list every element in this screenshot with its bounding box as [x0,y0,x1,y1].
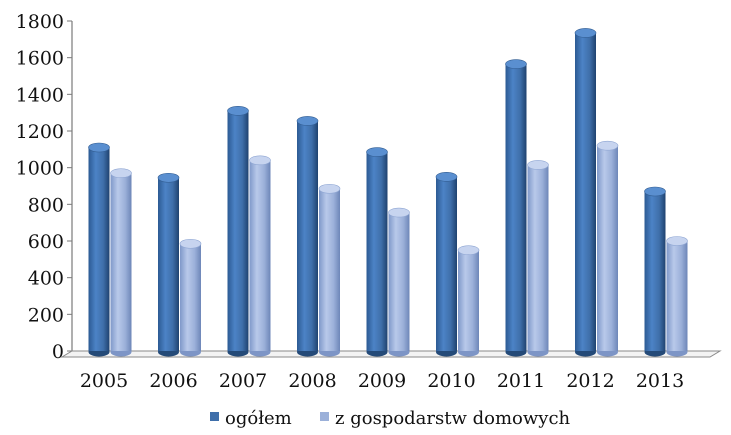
bar-body-0-2005 [88,147,110,351]
bar-cap-1-2013 [666,236,688,246]
bar-z-gospodarstw-domowych-2006 [179,238,202,357]
bar-body-1-2008 [319,188,340,351]
y-tick-label-1200: 1200 [16,121,64,143]
bar-z-gospodarstw-domowych-2011 [527,160,549,357]
bar-body-1-2010 [458,250,479,351]
bar-body-1-2013 [666,241,688,351]
bar-body-0-2008 [297,120,318,352]
bar-cap-0-2007 [227,106,249,116]
y-tick-label-1600: 1600 [16,48,64,70]
legend-swatch-z-gospodarstw [320,412,329,421]
bar-cap-0-2006 [157,172,180,183]
bar-body-0-2009 [366,152,388,351]
bar-body-0-2013 [644,191,666,351]
tick-labels-layer: 0 200 400 600 800 1000 1200 1400 1600 1800 2005 200… [16,11,685,392]
bar-cap-0-2009 [366,147,388,157]
bar-body-0-2012 [575,32,596,352]
y-tick-label-1000: 1000 [16,158,64,180]
bar-body-0-2007 [227,110,249,351]
bar-body-1-2012 [597,145,618,351]
bar-body-1-2011 [527,164,549,351]
bar-cap-0-2010 [435,172,458,182]
bar-body-1-2005 [110,173,132,351]
bar-cap-1-2007 [249,155,271,166]
bars-layer [88,28,688,357]
legend-label-z-gospodarstw: z gospodarstw domowych [335,408,571,429]
y-tick-label-200: 200 [28,304,64,326]
legend: ogółem z gospodarstw domowych [210,408,571,429]
x-tick-label-2007: 2007 [219,370,267,392]
x-tick-label-2011: 2011 [497,370,545,392]
y-tick-label-400: 400 [28,268,64,290]
bar-ogółem-2005 [88,142,110,357]
bar-z-gospodarstw-domowych-2008 [318,183,341,357]
y-tick-label-800: 800 [28,194,64,216]
bar-cap-0-2008 [296,116,319,126]
x-tick-label-2008: 2008 [288,370,336,392]
bar-cap-1-2006 [179,238,202,249]
bar-z-gospodarstw-domowych-2013 [666,236,688,357]
bar-cap-1-2012 [596,140,619,151]
bar-cap-1-2005 [110,168,132,178]
x-tick-label-2010: 2010 [427,370,475,392]
bar-ogółem-2012 [574,28,597,357]
bar-ogółem-2008 [296,116,319,357]
bar-z-gospodarstw-domowych-2009 [388,207,410,357]
bar-body-1-2007 [249,160,271,351]
bar-cap-1-2009 [388,207,410,218]
bar-z-gospodarstw-domowych-2012 [596,140,619,357]
bar-body-0-2006 [158,177,179,351]
bar-body-0-2011 [505,64,527,351]
bar-z-gospodarstw-domowych-2010 [457,245,480,357]
bar-body-0-2010 [436,176,457,351]
bar-ogółem-2007 [227,106,249,357]
y-tick-label-1800: 1800 [16,11,64,33]
bar-body-1-2009 [388,212,410,351]
bar-ogółem-2009 [366,147,388,357]
bar-cap-0-2011 [505,59,527,69]
bar-ogółem-2011 [505,59,527,357]
bar-cap-0-2013 [644,186,666,197]
y-tick-label-1400: 1400 [16,84,64,106]
y-tick-label-0: 0 [52,341,64,363]
bar-body-1-2006 [180,243,201,351]
axes-layer [67,20,73,352]
bar-z-gospodarstw-domowych-2005 [110,168,132,357]
bar-ogółem-2006 [157,172,180,357]
x-tick-label-2005: 2005 [80,370,128,392]
x-tick-label-2012: 2012 [566,370,614,392]
x-tick-label-2009: 2009 [358,370,406,392]
bar-cap-1-2011 [527,160,549,170]
bar-ogółem-2010 [435,172,458,357]
bar-cap-1-2008 [318,183,341,194]
legend-swatch-ogolem [210,412,219,421]
bar-ogółem-2013 [644,186,666,357]
y-tick-label-600: 600 [28,231,64,253]
x-tick-label-2006: 2006 [149,370,197,392]
x-tick-label-2013: 2013 [636,370,684,392]
bar-cap-0-2012 [574,28,597,38]
bar-z-gospodarstw-domowych-2007 [249,155,271,357]
bar-cap-0-2005 [88,142,110,153]
legend-label-ogolem: ogółem [225,408,292,429]
bar-cap-1-2010 [457,245,480,255]
